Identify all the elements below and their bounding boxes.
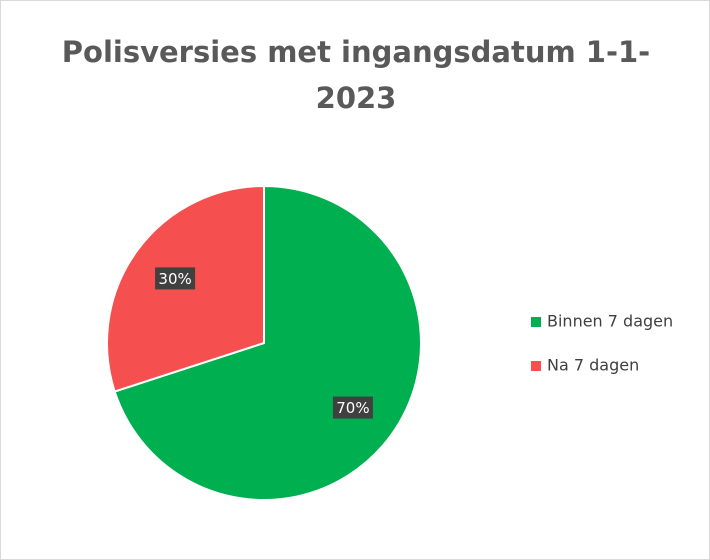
data-label: 70%: [336, 399, 369, 417]
legend-label: Na 7 dagen: [547, 356, 639, 375]
data-label-bg: [155, 267, 196, 290]
legend-label: Binnen 7 dagen: [547, 312, 673, 331]
legend-marker: [531, 317, 541, 327]
legend-marker: [531, 361, 541, 371]
chart-title: Polisversies met ingangsdatum 1-1-2023: [61, 35, 651, 115]
pie-slice: [113, 184, 422, 501]
data-label-bg: [332, 396, 373, 419]
data-label: 30%: [158, 270, 191, 288]
